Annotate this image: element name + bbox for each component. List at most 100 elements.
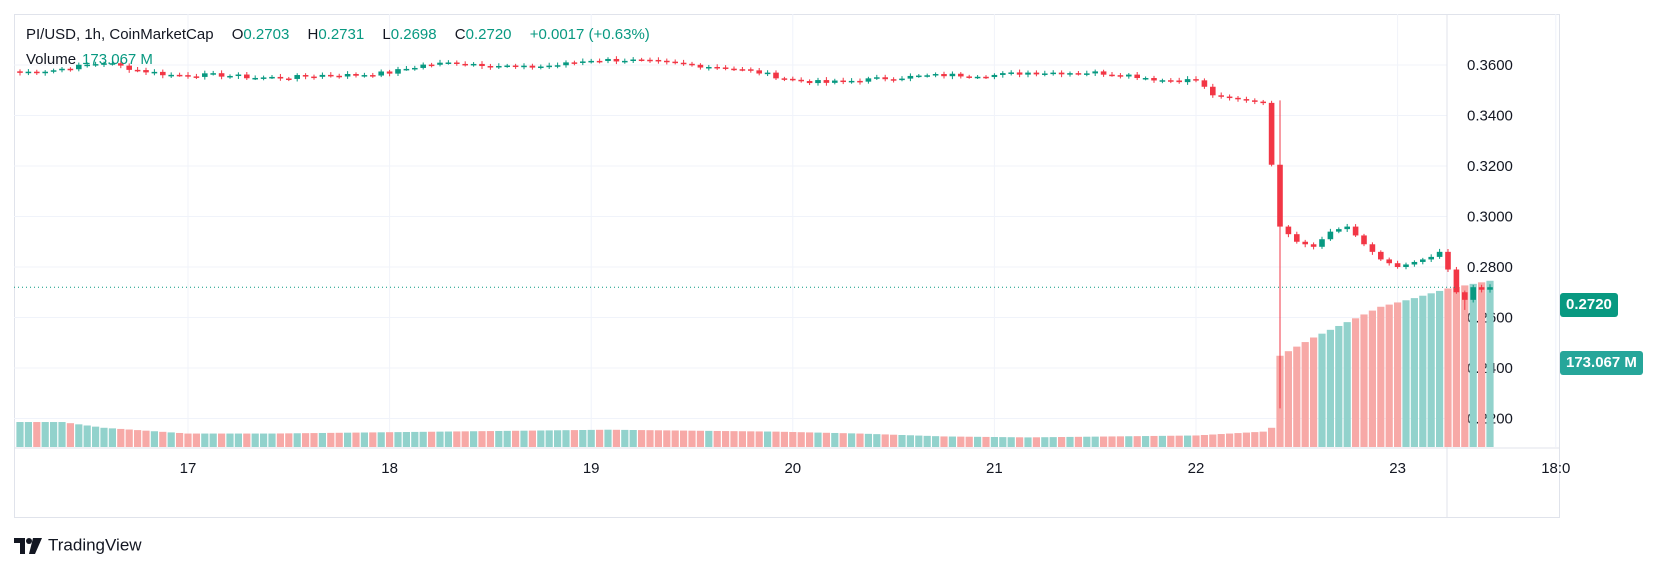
- volume-bar: [58, 422, 66, 447]
- candle-body: [714, 66, 720, 69]
- candle-body: [697, 64, 704, 68]
- volume-bar: [839, 433, 847, 447]
- volume-bar: [1284, 351, 1292, 447]
- candle-body: [235, 74, 242, 77]
- candle-body: [731, 68, 737, 71]
- volume-bar: [318, 432, 326, 447]
- candle-body: [1319, 239, 1325, 247]
- volume-label[interactable]: Volume: [26, 51, 77, 68]
- volume-bar: [108, 428, 116, 447]
- candle-body: [756, 70, 762, 74]
- candle-body: [437, 62, 443, 65]
- volume-bar: [604, 429, 612, 447]
- open-label: O: [231, 26, 244, 43]
- volume-bar: [654, 430, 662, 447]
- volume-bar: [1175, 435, 1183, 447]
- candle-body: [227, 75, 233, 78]
- volume-bar: [461, 431, 469, 447]
- volume-bar: [1478, 282, 1486, 447]
- volume-bar: [100, 427, 108, 447]
- volume-bar: [1402, 300, 1410, 447]
- volume-value: 173.067 M: [82, 51, 153, 68]
- candle-body: [361, 75, 368, 77]
- change-value: +0.0017 (+0.63%): [529, 26, 650, 43]
- volume-bar: [117, 428, 125, 447]
- brand-name: TradingView: [48, 535, 142, 555]
- candle-body: [118, 63, 124, 66]
- volume-bar: [596, 429, 604, 447]
- close-label: C: [454, 26, 466, 43]
- candle-body: [630, 59, 636, 62]
- volume-bar: [234, 433, 242, 447]
- volume-bar: [192, 433, 200, 447]
- candle-body: [311, 76, 317, 79]
- candle-body: [991, 74, 998, 78]
- candle-body: [974, 76, 981, 79]
- symbol-label[interactable]: PI/USD, 1h, CoinMarketCap: [26, 26, 214, 43]
- volume-bar: [856, 433, 864, 447]
- close-value: 0.2720: [465, 26, 512, 43]
- candle-body: [924, 75, 930, 77]
- volume-bar: [1427, 293, 1435, 447]
- volume-bar: [470, 431, 478, 447]
- volume-bar: [1116, 436, 1124, 447]
- candle-body: [748, 69, 754, 71]
- candle-body: [1201, 80, 1208, 87]
- candle-body: [1378, 251, 1384, 260]
- candle-body: [563, 62, 569, 66]
- x-tick-label: 22: [1188, 460, 1205, 477]
- candle-body: [823, 80, 830, 83]
- candle-body: [92, 64, 99, 66]
- volume-bar: [167, 432, 175, 447]
- candle-body: [932, 74, 939, 76]
- volume-badge: 173.067 M: [1560, 351, 1643, 375]
- candle-body: [588, 60, 594, 63]
- volume-bar: [764, 431, 772, 447]
- candle-body: [252, 77, 258, 80]
- candle-body: [412, 67, 418, 70]
- candle-body: [798, 79, 804, 82]
- candle-body: [1453, 269, 1460, 293]
- volume-bar: [990, 437, 998, 447]
- candle-body: [1025, 72, 1031, 75]
- volume-bar: [1209, 434, 1217, 447]
- volume-bar: [226, 433, 234, 447]
- candle-body: [1285, 226, 1292, 235]
- volume-bar: [629, 429, 637, 447]
- candle-body: [1084, 73, 1090, 75]
- y-tick-label: 0.2800: [1467, 259, 1513, 276]
- volume-bar: [932, 436, 940, 447]
- candle-body: [1243, 99, 1250, 101]
- volume-bar: [864, 433, 872, 447]
- volume-legend: Volume 173.067 M: [26, 51, 153, 68]
- volume-bar: [797, 432, 805, 447]
- candle-body: [840, 80, 846, 83]
- candle-body: [454, 62, 460, 64]
- candle-body: [59, 68, 65, 71]
- candle-body: [1008, 72, 1014, 74]
- volume-bar: [789, 432, 797, 447]
- candle-body: [647, 59, 653, 62]
- volume-bar: [713, 430, 721, 447]
- volume-bar: [352, 432, 360, 447]
- candle-body: [84, 64, 90, 67]
- volume-bar: [176, 432, 184, 447]
- candle-body: [1352, 226, 1359, 236]
- candle-body: [1470, 287, 1476, 300]
- volume-bar: [1452, 286, 1460, 447]
- volume-bar: [772, 431, 780, 447]
- candle-body: [1058, 72, 1065, 75]
- candle-body: [1218, 95, 1224, 97]
- tradingview-brand[interactable]: TradingView: [14, 535, 142, 556]
- volume-bar: [722, 431, 730, 447]
- x-tick-label: 23: [1389, 460, 1406, 477]
- candle-body: [1403, 264, 1409, 267]
- volume-bar: [1066, 436, 1074, 447]
- candle-body: [1016, 72, 1023, 75]
- high-value: 0.2731: [318, 26, 365, 43]
- volume-bar: [755, 431, 763, 447]
- volume-bar: [1200, 434, 1208, 447]
- candle-body: [722, 67, 729, 69]
- candle-body: [328, 74, 334, 77]
